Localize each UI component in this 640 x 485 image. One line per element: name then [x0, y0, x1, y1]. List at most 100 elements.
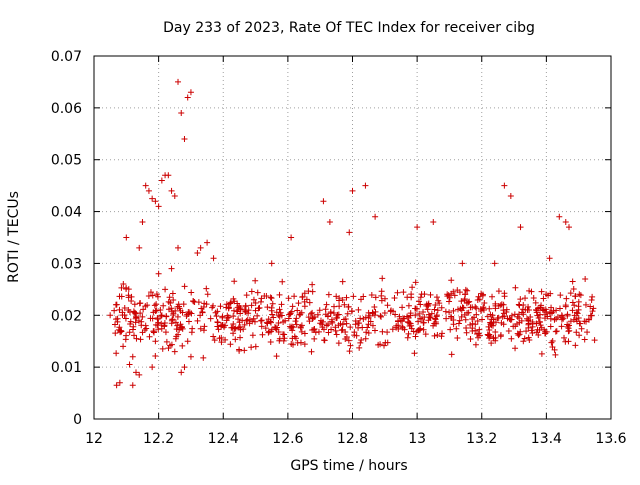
data-point: [372, 213, 379, 220]
x-tick-label: 12.6: [272, 431, 303, 447]
data-point: [242, 302, 249, 309]
data-point: [158, 312, 165, 319]
data-point: [168, 305, 175, 312]
data-point: [343, 294, 350, 301]
data-point: [565, 224, 572, 231]
data-point: [381, 309, 388, 316]
data-point: [264, 320, 271, 327]
data-point: [516, 319, 523, 326]
data-point: [155, 326, 162, 333]
data-point: [168, 265, 175, 272]
data-point: [204, 291, 211, 298]
data-point: [492, 337, 499, 344]
data-point: [319, 318, 326, 325]
data-point: [232, 336, 239, 343]
data-point: [120, 343, 127, 350]
y-tick-label: 0.05: [51, 153, 82, 169]
data-point: [270, 314, 277, 321]
data-point: [489, 293, 496, 300]
data-point: [377, 312, 384, 319]
data-point: [581, 318, 588, 325]
data-point: [352, 318, 359, 325]
data-point: [111, 307, 118, 314]
data-point: [132, 319, 139, 326]
data-point: [288, 324, 295, 331]
data-point: [562, 218, 569, 225]
data-point: [508, 335, 515, 342]
data-point: [276, 313, 283, 320]
data-point: [481, 300, 488, 307]
data-point: [347, 324, 354, 331]
data-point: [405, 302, 412, 309]
data-point: [250, 315, 257, 322]
data-point: [272, 325, 279, 332]
data-point: [525, 303, 532, 310]
data-point: [406, 320, 413, 327]
data-point: [547, 290, 554, 297]
data-point: [500, 321, 507, 328]
y-tick-label: 0.04: [51, 205, 82, 221]
data-point: [453, 325, 460, 332]
x-tick-label: 13: [408, 431, 426, 447]
data-point: [150, 328, 157, 335]
data-point: [122, 315, 129, 322]
data-point: [321, 337, 328, 344]
data-point: [378, 313, 385, 320]
data-point: [155, 319, 162, 326]
data-point: [330, 310, 337, 317]
data-point: [534, 326, 541, 333]
data-point: [113, 382, 120, 389]
data-point: [252, 299, 259, 306]
data-point: [303, 296, 310, 303]
data-point: [252, 277, 259, 284]
data-point: [358, 336, 365, 343]
data-point: [184, 94, 191, 101]
data-point: [241, 321, 248, 328]
data-point: [308, 310, 315, 317]
data-point: [517, 224, 524, 231]
x-tick-labels: 12 12.2 12.4 12.6 12.8 13 13.2 13.4 13.6: [85, 431, 627, 447]
data-point: [420, 319, 427, 326]
data-point: [379, 275, 386, 282]
data-point: [462, 286, 469, 293]
data-point: [171, 348, 178, 355]
data-point: [439, 330, 446, 337]
data-point: [412, 279, 419, 286]
data-point: [237, 334, 244, 341]
data-point: [584, 329, 591, 336]
data-point: [328, 326, 335, 333]
data-point: [258, 317, 265, 324]
data-point: [342, 328, 349, 335]
data-point: [258, 323, 265, 330]
data-point: [341, 301, 348, 308]
data-point: [118, 293, 125, 300]
x-tick-label: 13.4: [531, 431, 562, 447]
data-point: [558, 316, 565, 323]
data-point: [311, 325, 318, 332]
data-point: [133, 335, 140, 342]
data-point: [162, 329, 169, 336]
data-point: [585, 316, 592, 323]
data-point: [286, 311, 293, 318]
x-tick-label: 12.4: [208, 431, 239, 447]
data-point: [197, 244, 204, 251]
data-point: [231, 278, 238, 285]
data-point: [494, 315, 501, 322]
data-point: [125, 292, 132, 299]
x-tick-label: 12.2: [143, 431, 174, 447]
data-point: [244, 316, 251, 323]
data-point: [567, 290, 574, 297]
data-point: [293, 321, 300, 328]
data-point: [395, 322, 402, 329]
data-point: [411, 350, 418, 357]
data-point: [112, 301, 119, 308]
data-point: [378, 297, 385, 304]
data-point: [569, 299, 576, 306]
data-point: [548, 304, 555, 311]
data-point: [139, 313, 146, 320]
data-point: [278, 301, 285, 308]
data-point: [533, 306, 540, 313]
data-point: [149, 195, 156, 202]
data-point: [463, 324, 470, 331]
data-point: [325, 291, 332, 298]
